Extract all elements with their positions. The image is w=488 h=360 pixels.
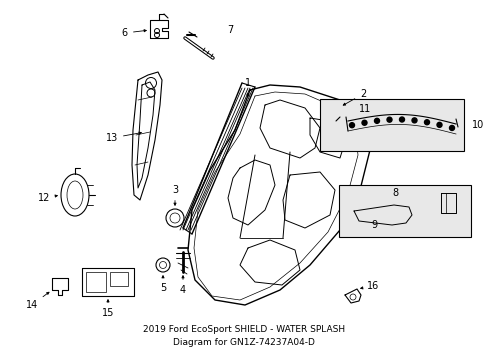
Circle shape xyxy=(436,122,441,127)
Text: 10: 10 xyxy=(471,120,483,130)
Text: 4: 4 xyxy=(180,276,185,295)
Text: 7: 7 xyxy=(226,25,233,35)
Circle shape xyxy=(448,126,453,130)
Text: 6: 6 xyxy=(122,28,146,38)
Circle shape xyxy=(386,117,391,122)
Bar xyxy=(86,272,106,292)
Circle shape xyxy=(361,120,366,125)
Text: 2019 Ford EcoSport SHIELD - WATER SPLASH
Diagram for GN1Z-74237A04-D: 2019 Ford EcoSport SHIELD - WATER SPLASH… xyxy=(142,325,345,347)
Text: 11: 11 xyxy=(358,104,370,114)
Bar xyxy=(338,185,470,237)
Text: 9: 9 xyxy=(370,220,376,230)
Bar xyxy=(319,99,463,151)
Circle shape xyxy=(374,118,379,123)
Text: 8: 8 xyxy=(391,188,397,198)
Bar xyxy=(361,211,396,219)
Text: 1: 1 xyxy=(244,78,250,96)
Text: 16: 16 xyxy=(360,281,379,291)
Text: 14: 14 xyxy=(26,292,49,310)
Text: 15: 15 xyxy=(102,300,114,318)
Circle shape xyxy=(349,123,354,128)
Circle shape xyxy=(399,117,404,122)
Text: 5: 5 xyxy=(160,276,166,293)
Text: 12: 12 xyxy=(38,193,57,203)
Text: 13: 13 xyxy=(105,132,141,143)
Text: 2: 2 xyxy=(343,89,366,105)
Circle shape xyxy=(411,118,416,123)
Circle shape xyxy=(424,120,428,125)
Text: 3: 3 xyxy=(172,185,178,205)
Bar xyxy=(110,272,128,286)
